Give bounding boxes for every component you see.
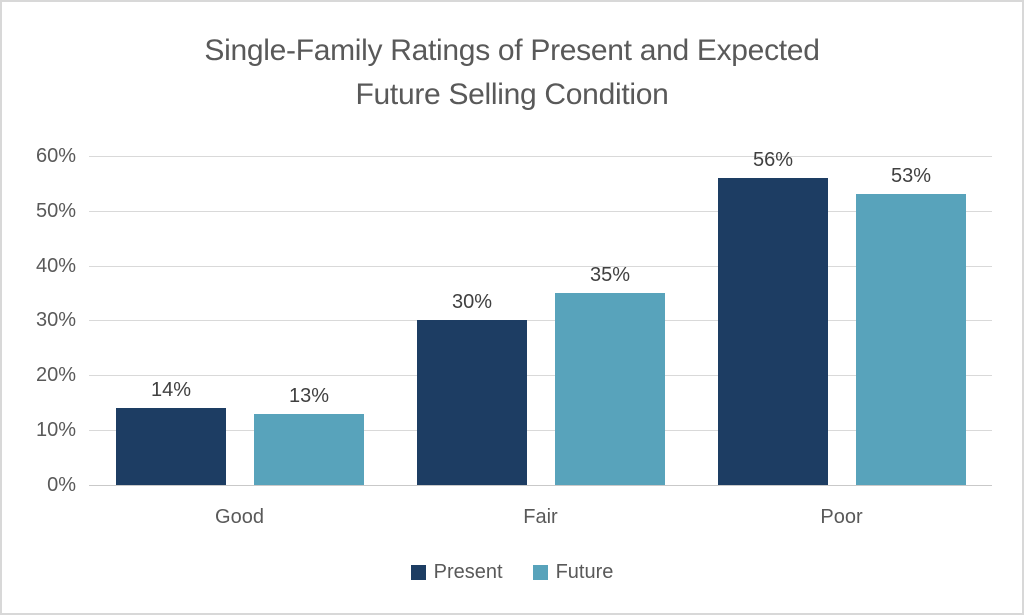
chart-title: Single-Family Ratings of Present and Exp… <box>2 29 1022 117</box>
gridline-0% <box>89 485 992 486</box>
legend-item-present: Present <box>410 560 503 584</box>
bar-present-fair <box>417 320 527 485</box>
bar-future-poor <box>856 194 966 485</box>
gridline-10% <box>89 430 992 431</box>
x-label-fair: Fair <box>523 506 558 528</box>
bar-value-label-future-good: 13% <box>288 385 330 407</box>
legend-label-present: Present <box>433 561 503 583</box>
bar-value-label-future-fair: 35% <box>589 264 631 286</box>
legend-swatch-future <box>532 564 548 580</box>
bar-future-fair <box>555 293 665 485</box>
bar-value-label-present-poor: 56% <box>752 149 794 171</box>
gridline-30% <box>89 320 992 321</box>
y-tick-0%: 0% <box>47 474 76 496</box>
y-tick-20%: 20% <box>35 364 76 386</box>
bar-present-good <box>116 408 226 485</box>
bar-future-good <box>254 414 364 485</box>
legend: Present Future <box>2 560 1022 584</box>
y-tick-40%: 40% <box>35 255 76 277</box>
bar-present-poor <box>718 178 828 485</box>
legend-label-future: Future <box>555 561 614 583</box>
gridline-20% <box>89 375 992 376</box>
gridline-60% <box>89 156 992 157</box>
bar-value-label-future-poor: 53% <box>890 165 932 187</box>
legend-swatch-present <box>410 564 426 580</box>
bar-value-label-present-good: 14% <box>150 379 192 401</box>
gridline-40% <box>89 266 992 267</box>
y-tick-10%: 10% <box>35 419 76 441</box>
chart-title-line-1: Single-Family Ratings of Present and Exp… <box>204 34 820 67</box>
legend-item-future: Future <box>532 560 614 584</box>
chart-title-line-2: Future Selling Condition <box>355 78 669 111</box>
x-label-good: Good <box>215 506 264 528</box>
gridline-50% <box>89 211 992 212</box>
x-label-poor: Poor <box>820 506 863 528</box>
y-tick-50%: 50% <box>35 200 76 222</box>
y-tick-30%: 30% <box>35 309 76 331</box>
y-tick-60%: 60% <box>35 145 76 167</box>
bar-value-label-present-fair: 30% <box>451 291 493 313</box>
